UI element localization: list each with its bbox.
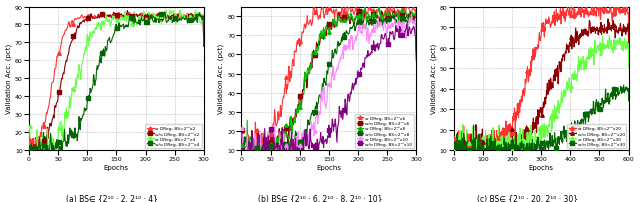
X-axis label: Epochs: Epochs <box>104 164 129 170</box>
Legend: w DReg, BS=2¹⁰x20, w/o DReg, BS=2¹⁰x20, w DReg, BS=2¹⁰x30, w/o DReg, BS=2¹⁰x30: w DReg, BS=2¹⁰x20, w/o DReg, BS=2¹⁰x20, … <box>567 125 627 148</box>
Y-axis label: Validation Acc. (pct): Validation Acc. (pct) <box>6 44 12 114</box>
Text: (a) BS∈ {2¹⁰ · 2, 2¹⁰ · 4}: (a) BS∈ {2¹⁰ · 2, 2¹⁰ · 4} <box>66 193 158 202</box>
Legend: w DReg, BS=2¹⁰x6, w/o DReg, BS=2¹⁰x6, w DReg, BS=2¹⁰x8, w/o DReg, BS=2¹⁰x8, w DR: w DReg, BS=2¹⁰x6, w/o DReg, BS=2¹⁰x6, w … <box>355 115 414 148</box>
X-axis label: Epochs: Epochs <box>529 164 554 170</box>
Text: (c) BS∈ {2¹⁰ · 20, 2¹⁰ · 30}: (c) BS∈ {2¹⁰ · 20, 2¹⁰ · 30} <box>477 193 579 202</box>
Y-axis label: Validation Acc. (pct): Validation Acc. (pct) <box>218 44 225 114</box>
Text: (b) BS∈ {2¹⁰ · 6, 2¹⁰ · 8, 2¹⁰ · 10}: (b) BS∈ {2¹⁰ · 6, 2¹⁰ · 8, 2¹⁰ · 10} <box>258 193 382 202</box>
Legend: w DReg, BS=2¹⁰x2, w/o DReg, BS=2¹⁰x2, w DReg, BS=2¹⁰x4, w/o DReg, BS=2¹⁰x4: w DReg, BS=2¹⁰x2, w/o DReg, BS=2¹⁰x2, w … <box>145 125 202 148</box>
X-axis label: Epochs: Epochs <box>316 164 341 170</box>
Y-axis label: Validation Acc. (pct): Validation Acc. (pct) <box>431 44 437 114</box>
